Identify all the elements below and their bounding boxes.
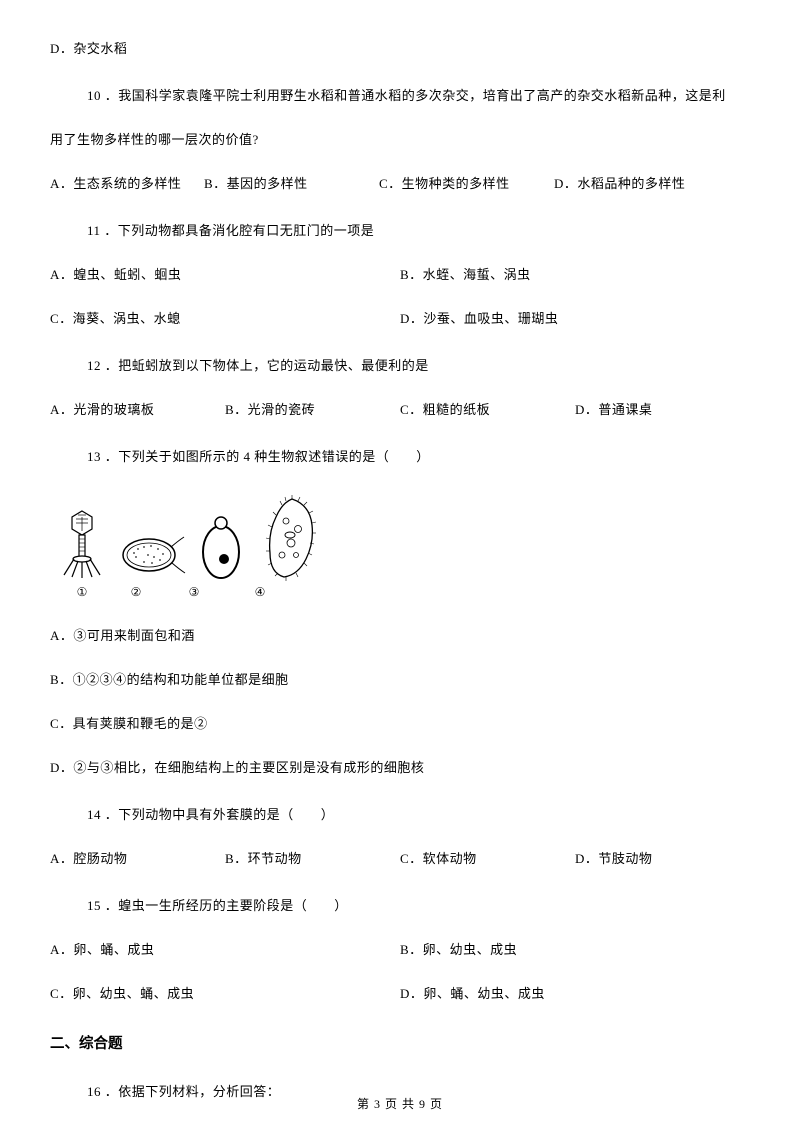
q12-options: A．光滑的玻璃板 B．光滑的瓷砖 C．粗糙的纸板 D．普通课桌	[50, 399, 750, 418]
q13-option-d: D．②与③相比，在细胞结构上的主要区别是没有成形的细胞核	[50, 757, 750, 776]
q10-option-c: C．生物种类的多样性	[379, 173, 554, 192]
q14-stem: 14 ．下列动物中具有外套膜的是（ ）	[87, 804, 750, 823]
q14-option-a: A．腔肠动物	[50, 848, 225, 867]
q12-stem: 12 ．把蚯蚓放到以下物体上，它的运动最快、最便利的是	[87, 355, 750, 374]
q13-option-a: A．③可用来制面包和酒	[50, 625, 750, 644]
q13-figure-labels: ① ② ③ ④	[58, 585, 750, 600]
q14-option-d: D．节肢动物	[575, 848, 750, 867]
q13-option-c: C．具有荚膜和鞭毛的是②	[50, 713, 750, 732]
figlabel-3: ③	[166, 585, 222, 600]
q14-option-c: C．软体动物	[400, 848, 575, 867]
q11-options-row2: C．海葵、涡虫、水螅 D．沙蚕、血吸虫、珊瑚虫	[50, 308, 750, 327]
q12-option-d: D．普通课桌	[575, 399, 750, 418]
figlabel-2: ②	[106, 585, 166, 600]
q10-option-a: A．生态系统的多样性	[50, 173, 204, 192]
q13-option-b: B．①②③④的结构和功能单位都是细胞	[50, 669, 750, 688]
bacterium-icon	[116, 527, 186, 583]
q14-options: A．腔肠动物 B．环节动物 C．软体动物 D．节肢动物	[50, 848, 750, 867]
paramecium-icon	[256, 495, 328, 583]
q11-options-row1: A．蝗虫、蚯蚓、蛔虫 B．水蛭、海蜇、涡虫	[50, 264, 750, 283]
figlabel-4: ④	[222, 585, 298, 600]
q9-option-d: D．杂交水稻	[50, 38, 750, 57]
q11-option-d: D．沙蚕、血吸虫、珊瑚虫	[400, 308, 750, 327]
section-2-title: 二、综合题	[50, 1032, 750, 1053]
q15-option-a: A．卵、蛹、成虫	[50, 939, 400, 958]
q10-option-d: D．水稻品种的多样性	[554, 173, 750, 192]
q12-option-b: B．光滑的瓷砖	[225, 399, 400, 418]
q15-option-c: C．卵、幼虫、蛹、成虫	[50, 983, 400, 1002]
q15-option-d: D．卵、蛹、幼虫、成虫	[400, 983, 750, 1002]
q15-options-row2: C．卵、幼虫、蛹、成虫 D．卵、蛹、幼虫、成虫	[50, 983, 750, 1002]
q15-options-row1: A．卵、蛹、成虫 B．卵、幼虫、成虫	[50, 939, 750, 958]
q11-stem: 11 ．下列动物都具备消化腔有口无肛门的一项是	[87, 220, 750, 239]
q10-options: A．生态系统的多样性 B．基因的多样性 C．生物种类的多样性 D．水稻品种的多样…	[50, 173, 750, 192]
q10-stem-line2: 用了生物多样性的哪一层次的价值?	[50, 129, 750, 148]
yeast-icon	[196, 513, 246, 583]
page-footer: 第 3 页 共 9 页	[0, 1095, 800, 1112]
q10-stem-line1: 10 ．我国科学家袁隆平院士利用野生水稻和普通水稻的多次杂交，培育出了高产的杂交…	[87, 85, 750, 104]
q15-stem: 15 ．蝗虫一生所经历的主要阶段是（ ）	[87, 895, 750, 914]
q14-option-b: B．环节动物	[225, 848, 400, 867]
q11-option-b: B．水蛭、海蜇、涡虫	[400, 264, 750, 283]
q15-option-b: B．卵、幼虫、成虫	[400, 939, 750, 958]
q11-option-a: A．蝗虫、蚯蚓、蛔虫	[50, 264, 400, 283]
q13-figure	[58, 495, 750, 583]
figlabel-1: ①	[58, 585, 106, 600]
bacteriophage-icon	[58, 509, 106, 583]
q11-option-c: C．海葵、涡虫、水螅	[50, 308, 400, 327]
q10-option-b: B．基因的多样性	[204, 173, 379, 192]
q13-stem: 13 ．下列关于如图所示的 4 种生物叙述错误的是（ ）	[87, 446, 750, 465]
q12-option-c: C．粗糙的纸板	[400, 399, 575, 418]
q12-option-a: A．光滑的玻璃板	[50, 399, 225, 418]
